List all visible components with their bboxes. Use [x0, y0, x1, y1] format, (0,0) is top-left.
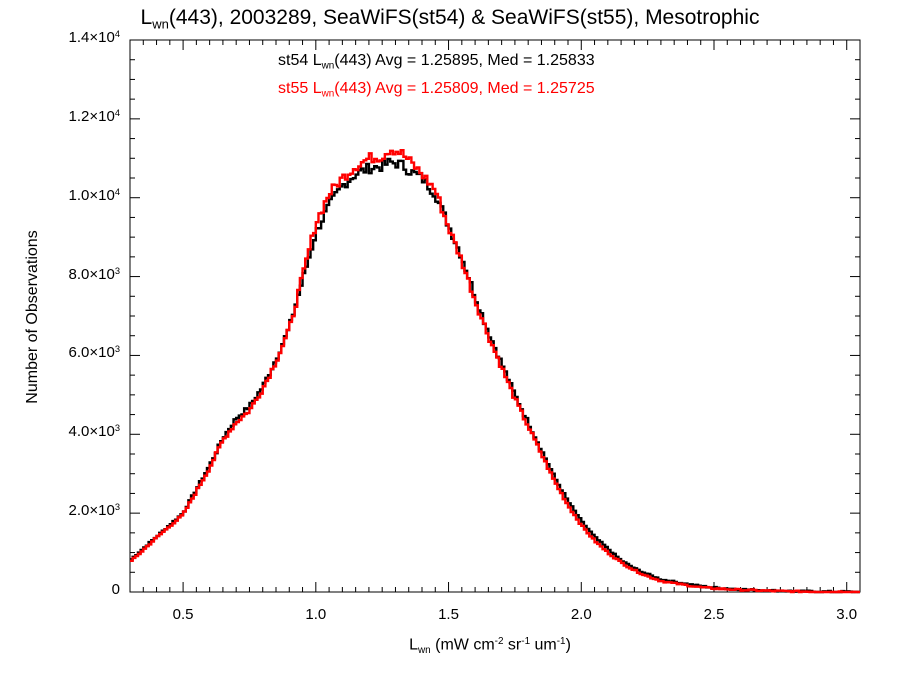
y-tick-label: 0 — [111, 581, 120, 598]
y-tick-label: 2.0×103 — [68, 502, 120, 520]
x-tick-label: 1.5 — [438, 606, 459, 623]
x-tick-label: 3.0 — [836, 606, 858, 623]
x-axis-label: Lwn (mW cm-2 sr-1 um-1) — [409, 636, 571, 656]
y-tick-label: 8.0×103 — [68, 265, 120, 283]
x-tick-label: 1.0 — [305, 606, 327, 623]
x-tick-label: 2.0 — [570, 606, 592, 623]
series-st54-line — [130, 157, 860, 594]
y-tick-label: 6.0×103 — [68, 344, 120, 362]
chart-title: Lwn(443), 2003289, SeaWiFS(st54) & SeaWi… — [140, 6, 760, 32]
y-tick-label: 1.0×104 — [68, 186, 120, 204]
x-tick-label: 0.5 — [172, 606, 194, 623]
y-axis-label: Number of Observations — [24, 230, 41, 404]
legend-st54: st54 Lwn(443) Avg = 1.25895, Med = 1.258… — [278, 52, 595, 72]
y-tick-label: 4.0×103 — [68, 423, 120, 441]
legend-st55: st55 Lwn(443) Avg = 1.25809, Med = 1.257… — [278, 80, 595, 100]
plot-frame — [129, 39, 861, 593]
y-tick-label: 1.2×104 — [68, 107, 120, 125]
series-st55-line — [130, 149, 860, 594]
x-tick-label: 2.5 — [703, 606, 725, 623]
y-tick-label: 1.4×104 — [68, 29, 120, 47]
